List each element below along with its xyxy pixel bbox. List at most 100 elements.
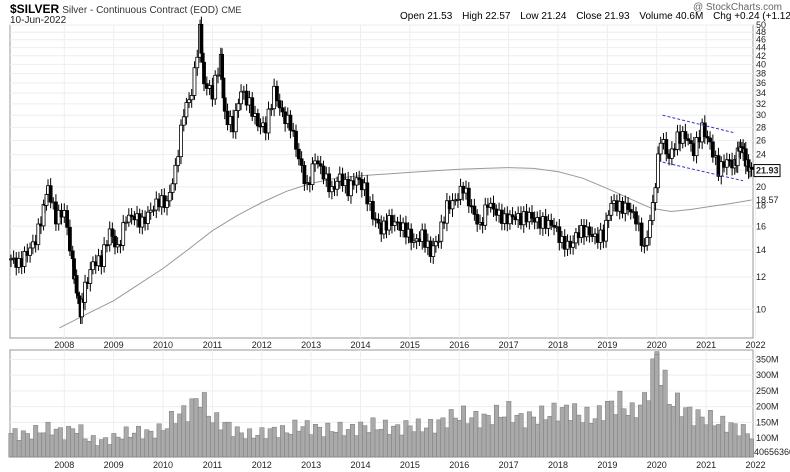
volume-bar xyxy=(547,416,553,458)
volume-bar xyxy=(275,437,281,458)
candle-body xyxy=(233,110,238,133)
candle-body xyxy=(110,228,115,237)
candle-body xyxy=(642,244,647,247)
volume-bar xyxy=(37,432,43,458)
candle-body xyxy=(606,214,611,221)
candle-body xyxy=(266,108,271,134)
volume-bar xyxy=(646,400,652,458)
candle-body xyxy=(299,158,304,166)
candle-body xyxy=(349,180,353,197)
volume-bar xyxy=(140,438,146,458)
price-y-tick-label: 14 xyxy=(756,245,766,255)
candle-body xyxy=(710,141,715,158)
volume-bar xyxy=(111,433,117,458)
candle-body xyxy=(294,130,298,150)
stockcharts-credit: @ StockCharts.com xyxy=(692,2,782,13)
volume-bar xyxy=(325,422,331,458)
candle-body xyxy=(296,148,301,160)
volume-bar xyxy=(382,419,388,458)
channel-upper-line xyxy=(662,114,734,134)
volume-bar xyxy=(432,432,438,458)
volume-bar xyxy=(518,413,524,458)
candle-body xyxy=(392,221,397,226)
volume-bar xyxy=(605,400,610,458)
candle-body xyxy=(648,220,652,238)
volume-bar xyxy=(288,433,294,458)
candle-body xyxy=(683,131,688,140)
volume-bar xyxy=(399,434,405,458)
candle-body xyxy=(645,237,650,246)
volume-bar xyxy=(53,428,59,458)
volume-bar xyxy=(395,424,401,458)
volume-bar xyxy=(164,428,170,458)
volume-bar xyxy=(45,421,51,458)
volume-bar xyxy=(740,424,746,458)
price-y-tick-label: 24 xyxy=(756,150,766,160)
volume-bar xyxy=(259,427,265,458)
volume-bar xyxy=(600,420,606,458)
candle-body xyxy=(354,177,359,186)
volume-bar xyxy=(78,424,84,458)
candle-body xyxy=(445,200,449,224)
volume-bar xyxy=(156,423,162,458)
volume-bar xyxy=(679,416,685,458)
volume-y-tick-label: 150M xyxy=(756,417,779,427)
volume-bar xyxy=(461,405,466,458)
volume-bar xyxy=(407,425,413,458)
volume-x-tick-label: 2013 xyxy=(301,460,321,470)
candle-body xyxy=(167,192,172,202)
candle-body xyxy=(439,221,444,242)
volume-bar xyxy=(127,436,133,458)
last-price-box xyxy=(753,164,781,178)
volume-label: Volume xyxy=(639,11,673,22)
volume-bar xyxy=(415,418,421,458)
candle-body xyxy=(102,244,107,267)
volume-bar xyxy=(94,445,100,458)
volume-bar xyxy=(539,405,545,458)
volume-bar xyxy=(62,439,67,458)
volume-bar xyxy=(115,436,121,458)
volume-x-tick-label: 2016 xyxy=(449,460,469,470)
candle-body xyxy=(510,214,515,218)
price-x-tick-label: 2016 xyxy=(449,340,469,350)
volume-bar xyxy=(456,420,462,458)
candle-body xyxy=(669,148,674,159)
volume-bar xyxy=(493,404,499,458)
volume-bar xyxy=(354,435,360,458)
volume-bar xyxy=(510,422,516,458)
candle-body xyxy=(530,212,534,219)
candle-body xyxy=(107,228,112,246)
candle-body xyxy=(236,103,241,111)
quote-bar: Open 21.53 High 22.57 Low 21.24 Close 21… xyxy=(400,11,790,22)
candle-body xyxy=(189,95,194,101)
volume-bar xyxy=(621,408,627,458)
volume-bar xyxy=(271,426,277,458)
volume-bar xyxy=(280,425,285,458)
volume-y-tick-label: 100M xyxy=(756,433,779,443)
volume-bar xyxy=(251,437,257,458)
low-value: 21.24 xyxy=(541,11,567,22)
volume-bar xyxy=(103,437,109,458)
volume-x-tick-label: 2019 xyxy=(597,460,617,470)
volume-bar xyxy=(712,425,717,458)
candle-body xyxy=(22,251,27,267)
volume-bar xyxy=(152,437,158,458)
price-x-tick-label: 2010 xyxy=(153,340,173,350)
volume-bar xyxy=(469,417,475,458)
last-volume-label: 40656360 xyxy=(754,447,790,457)
volume-bar xyxy=(300,426,306,458)
volume-bar xyxy=(666,403,672,458)
volume-bar xyxy=(506,401,512,458)
candle-body xyxy=(650,202,655,221)
volume-bar xyxy=(391,425,397,458)
candle-body xyxy=(705,136,710,139)
volume-bar xyxy=(333,432,339,458)
candle-body xyxy=(315,160,320,165)
volume-bar xyxy=(341,435,347,458)
volume-bar xyxy=(526,411,532,458)
price-panel: 10 12 14 16 18 2022 24 26 28 30323436384042444648… xyxy=(9,16,781,350)
candle-body xyxy=(202,61,206,85)
open-label: Open xyxy=(400,11,425,22)
volume-bar xyxy=(633,417,639,458)
volume-bar xyxy=(609,400,615,458)
